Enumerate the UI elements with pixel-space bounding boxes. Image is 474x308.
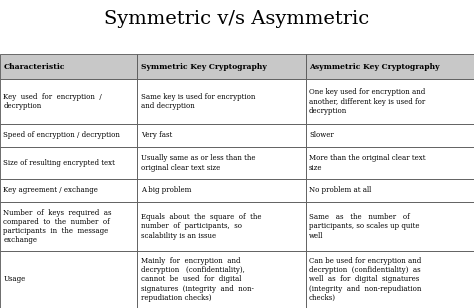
Bar bbox=[137, 54, 306, 79]
Text: Slower: Slower bbox=[309, 132, 334, 140]
Bar bbox=[306, 124, 474, 147]
Bar bbox=[137, 179, 306, 202]
Bar bbox=[306, 202, 474, 251]
Bar bbox=[306, 147, 474, 179]
Bar bbox=[137, 251, 306, 308]
Text: Characteristic: Characteristic bbox=[3, 63, 65, 71]
Bar bbox=[306, 54, 474, 79]
Text: Same key is used for encryption
and decryption: Same key is used for encryption and decr… bbox=[141, 93, 255, 110]
Text: Can be used for encryption and
decryption  (confidentiality)  as
well  as  for  : Can be used for encryption and decryptio… bbox=[309, 257, 421, 302]
Bar bbox=[137, 202, 306, 251]
Text: Key  used  for  encryption  /
decryption: Key used for encryption / decryption bbox=[3, 93, 102, 110]
Text: Asymmetric Key Cryptography: Asymmetric Key Cryptography bbox=[309, 63, 439, 71]
Text: Symmetric Key Cryptography: Symmetric Key Cryptography bbox=[141, 63, 266, 71]
Text: Usually same as or less than the
original clear text size: Usually same as or less than the origina… bbox=[141, 154, 255, 172]
Bar bbox=[137, 147, 306, 179]
Bar bbox=[0, 79, 137, 124]
Text: Number  of  keys  required  as
compared  to  the  number  of
participants  in  t: Number of keys required as compared to t… bbox=[3, 209, 112, 244]
Text: Usage: Usage bbox=[3, 275, 26, 283]
Text: Equals  about  the  square  of  the
number  of  participants,  so
scalability is: Equals about the square of the number of… bbox=[141, 213, 261, 240]
Bar bbox=[0, 124, 137, 147]
Bar bbox=[306, 251, 474, 308]
Text: Key agreement / exchange: Key agreement / exchange bbox=[3, 186, 98, 194]
Bar bbox=[137, 124, 306, 147]
Text: Same   as   the   number   of
participants, so scales up quite
well: Same as the number of participants, so s… bbox=[309, 213, 419, 240]
Text: Symmetric v/s Asymmetric: Symmetric v/s Asymmetric bbox=[104, 10, 370, 28]
Text: Very fast: Very fast bbox=[141, 132, 172, 140]
Text: No problem at all: No problem at all bbox=[309, 186, 371, 194]
Bar bbox=[306, 179, 474, 202]
Text: A big problem: A big problem bbox=[141, 186, 191, 194]
Bar bbox=[0, 179, 137, 202]
Bar bbox=[306, 79, 474, 124]
Text: Speed of encryption / decryption: Speed of encryption / decryption bbox=[3, 132, 120, 140]
Bar bbox=[0, 147, 137, 179]
Text: Size of resulting encrypted text: Size of resulting encrypted text bbox=[3, 159, 115, 167]
Bar bbox=[0, 54, 137, 79]
Bar bbox=[0, 202, 137, 251]
Bar bbox=[137, 79, 306, 124]
Text: One key used for encryption and
another, different key is used for
decryption: One key used for encryption and another,… bbox=[309, 88, 425, 115]
Bar bbox=[0, 251, 137, 308]
Text: More than the original clear text
size: More than the original clear text size bbox=[309, 154, 426, 172]
Text: Mainly  for  encryption  and
decryption   (confidentiality),
cannot  be  used  f: Mainly for encryption and decryption (co… bbox=[141, 257, 254, 302]
